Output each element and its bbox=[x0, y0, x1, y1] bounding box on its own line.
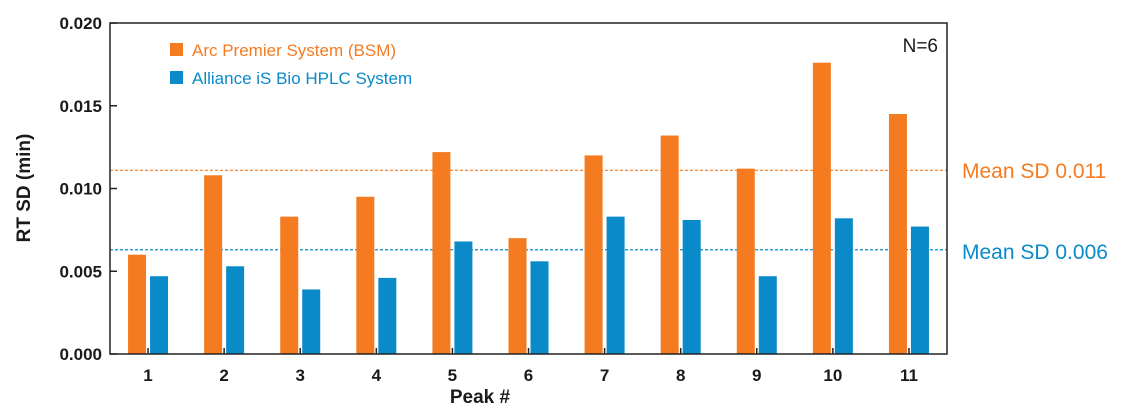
x-tick-label: 10 bbox=[823, 366, 842, 385]
legend: Arc Premier System (BSM) Alliance iS Bio… bbox=[170, 41, 412, 88]
x-tick-label: 3 bbox=[295, 366, 304, 385]
y-tick-label: 0.020 bbox=[59, 14, 102, 33]
bar-alliance-peak-5 bbox=[454, 241, 473, 354]
y-tick-label: 0.010 bbox=[59, 180, 102, 199]
bar-alliance-peak-10 bbox=[834, 218, 853, 354]
bar-alliance-peak-4 bbox=[378, 277, 397, 354]
x-axis-title: Peak # bbox=[450, 387, 511, 408]
bar-arc-premier-peak-11 bbox=[888, 114, 907, 355]
bar-arc-premier-peak-4 bbox=[356, 196, 375, 354]
bar-arc-premier-peak-8 bbox=[660, 135, 679, 354]
x-tick-label: 11 bbox=[900, 366, 918, 385]
bar-alliance-peak-6 bbox=[530, 261, 549, 354]
bar-alliance-peak-2 bbox=[226, 266, 245, 354]
mean-label-arc-premier: Mean SD 0.011 bbox=[962, 160, 1106, 183]
x-tick-label: 4 bbox=[372, 366, 382, 385]
bar-arc-premier-peak-7 bbox=[584, 155, 603, 354]
bar-arc-premier-peak-6 bbox=[508, 238, 527, 354]
y-tick-label: 0.005 bbox=[59, 262, 102, 281]
bar-arc-premier-peak-1 bbox=[128, 254, 147, 354]
x-tick-label: 2 bbox=[219, 366, 228, 385]
mean-label-alliance: Mean SD 0.006 bbox=[962, 241, 1108, 264]
bar-arc-premier-peak-9 bbox=[736, 168, 755, 354]
bar-arc-premier-peak-2 bbox=[204, 175, 223, 354]
x-axis: 1 2 3 4 5 6 7 8 9 10 11 bbox=[143, 348, 918, 385]
x-tick-label: 6 bbox=[524, 366, 533, 385]
bar-arc-premier-peak-5 bbox=[432, 152, 451, 354]
y-axis: 0.000 0.005 0.010 0.015 0.020 bbox=[59, 14, 117, 364]
bar-alliance-peak-8 bbox=[682, 219, 701, 354]
y-axis-title: RT SD (min) bbox=[14, 134, 35, 243]
legend-label-arc-premier: Arc Premier System (BSM) bbox=[192, 41, 396, 60]
bar-alliance-peak-1 bbox=[150, 276, 169, 354]
y-tick-label: 0.000 bbox=[59, 345, 102, 364]
x-tick-label: 7 bbox=[600, 366, 609, 385]
y-tick-label: 0.015 bbox=[59, 97, 102, 116]
x-tick-label: 9 bbox=[752, 366, 761, 385]
bar-alliance-peak-11 bbox=[910, 226, 929, 354]
legend-swatch-alliance bbox=[170, 71, 183, 84]
x-tick-label: 1 bbox=[143, 366, 152, 385]
bars bbox=[128, 62, 929, 355]
x-tick-label: 8 bbox=[676, 366, 685, 385]
x-tick-label: 5 bbox=[448, 366, 457, 385]
legend-label-alliance: Alliance iS Bio HPLC System bbox=[192, 69, 412, 88]
bar-arc-premier-peak-10 bbox=[812, 62, 831, 354]
bar-alliance-peak-9 bbox=[758, 276, 777, 354]
n-annotation: N=6 bbox=[903, 36, 938, 57]
mean-lines bbox=[110, 169, 947, 251]
bar-alliance-peak-7 bbox=[606, 216, 625, 354]
legend-swatch-arc-premier bbox=[170, 43, 183, 56]
bar-arc-premier-peak-3 bbox=[280, 216, 299, 354]
bar-alliance-peak-3 bbox=[302, 289, 321, 354]
